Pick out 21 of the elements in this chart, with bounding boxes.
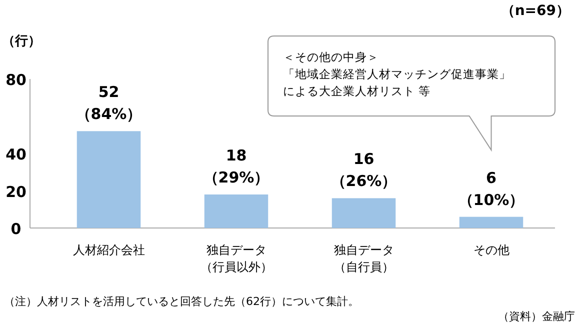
data-label: 18 （29%） <box>203 146 270 186</box>
x-tick-label: 人材紹介会社 <box>72 243 145 257</box>
bar <box>204 194 268 228</box>
bar <box>332 198 396 228</box>
y-tick-label: 20 <box>6 182 26 201</box>
x-tick-label: 独自データ（自行員） <box>334 243 394 274</box>
text: （n=69） <box>500 3 570 19</box>
data-label: 6 （10%） <box>458 168 524 209</box>
bar <box>459 216 524 228</box>
data-label: 52 （84%） <box>76 83 142 124</box>
data-label: 16 （26%） <box>330 150 397 190</box>
x-tick-label: 独自データ（行員以外） <box>200 243 272 274</box>
annotation: ＜その他の中身＞「地域企業経営人材マッチング促進事業」による大企業人材リスト 等 <box>283 50 511 98</box>
y-axis-title: （行） <box>2 34 41 49</box>
text: （注）人材リストを活用していると回答した先（62行）について集計。 <box>4 295 359 308</box>
x-tick-label: その他 <box>473 243 510 257</box>
y-tick-label: 80 <box>6 71 26 89</box>
y-tick-label: 0 <box>10 220 22 238</box>
text: （資料）金融庁 <box>498 310 575 323</box>
y-tick-label: 40 <box>6 146 26 164</box>
bar <box>76 131 141 228</box>
